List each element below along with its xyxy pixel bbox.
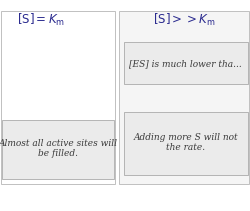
FancyBboxPatch shape (1, 11, 115, 184)
Text: Adding more S will not
the rate.: Adding more S will not the rate. (134, 133, 238, 152)
Text: Almost all active sites will
be filled.: Almost all active sites will be filled. (0, 139, 118, 158)
FancyBboxPatch shape (124, 42, 248, 84)
FancyBboxPatch shape (2, 120, 114, 179)
Text: $\mathsf{[S] = \mathit{K}_m}$: $\mathsf{[S] = \mathit{K}_m}$ (17, 12, 65, 28)
Text: [ES] is much lower tha...: [ES] is much lower tha... (130, 59, 242, 68)
Text: $\mathsf{[S] >> \mathit{K}_m}$: $\mathsf{[S] >> \mathit{K}_m}$ (152, 12, 215, 28)
FancyBboxPatch shape (124, 112, 248, 175)
FancyBboxPatch shape (119, 11, 249, 184)
